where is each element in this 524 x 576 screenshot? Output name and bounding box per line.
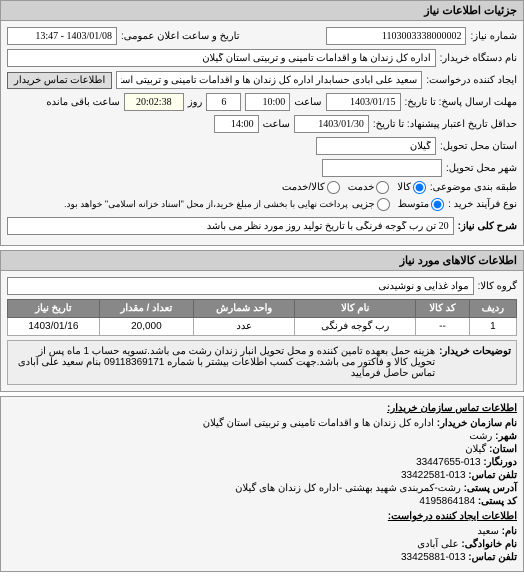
col-1: کد کالا [416,300,470,318]
group-label: گروه کالا: [478,281,517,292]
col-2: نام کالا [295,300,416,318]
city-label: شهر محل تحویل: [446,163,517,174]
contact-title: اطلاعات تماس سازمان خریدار: [7,403,517,414]
contact-postal: 4195864184 [419,496,475,507]
packaging-option-0[interactable]: کالا [397,181,426,194]
contact-city-label: شهر: [495,431,517,442]
contact-tel: 013-33422581 [401,470,466,481]
contact-name: سعید [477,526,498,537]
notes-box: توضیحات خریدار: هزینه حمل بعهده تامین کن… [7,340,517,385]
col-5: تاریخ نیاز [8,300,100,318]
payment-radio-0[interactable] [431,198,444,211]
contact-fax: 013-33447655 [416,457,481,468]
province-label: استان محل تحویل: [440,141,517,152]
contact-tel-label: تلفن تماس: [468,470,517,481]
delivery-deadline-label: حداقل تاریخ اعتبار پیشنهاد: تا تاریخ: [373,119,517,130]
items-header: اطلاعات کالاهای مورد نیاز [0,250,524,271]
packaging-option-2[interactable]: کالا/خدمت [282,181,340,194]
packaging-radios: کالا خدمت کالا/خدمت [282,181,426,194]
details-header: جزئیات اطلاعات نیاز [0,0,524,21]
province-value [316,137,436,155]
description-value [7,217,454,235]
deadline-label: مهلت ارسال پاسخ: تا تاریخ: [405,97,517,108]
deadline-remain [124,93,184,111]
contact-city: رشت [469,431,492,442]
packaging-radio-1[interactable] [376,181,389,194]
contact-lname-label: نام خانوادگی: [461,539,517,550]
group-value [7,277,474,295]
items-body: گروه کالا: ردیف کد کالا نام کالا واحد شم… [0,271,524,392]
payment-option-0[interactable]: متوسط [398,198,444,211]
requester-label: ایجاد کننده درخواست: [426,75,517,86]
cell-0-0: 1 [469,318,516,336]
col-0: ردیف [469,300,516,318]
details-body: شماره نیاز: تاریخ و ساعت اعلان عمومی: نا… [0,21,524,246]
payment-radio-1[interactable] [377,198,390,211]
cell-0-2: رب گوجه فرنگی [295,318,416,336]
contact-org: اداره کل زندان ها و اقدامات تامینی و ترب… [203,418,434,429]
payment-option-1-label: جزیی [352,199,375,210]
col-4: تعداد / مقدار [99,300,193,318]
buyer-contact-button[interactable]: اطلاعات تماس خریدار [7,72,112,89]
cell-0-4: 20,000 [99,318,193,336]
contact-address-label: آدرس پستی: [464,483,517,494]
cell-0-1: -- [416,318,470,336]
city-value [322,159,442,177]
deadline-days [206,93,241,111]
notes-text: هزینه حمل بعهده تامین کننده و محل تحویل … [13,346,435,379]
contact-section: اطلاعات تماس سازمان خریدار: نام سازمان خ… [0,396,524,572]
contact-fax-label: دورنگار: [483,457,517,468]
deadline-date [326,93,401,111]
contact-lname: علی آبادی [417,539,458,550]
buyer-org-label: نام دستگاه خریدار: [440,53,517,64]
items-table: ردیف کد کالا نام کالا واحد شمارش تعداد /… [7,299,517,336]
contact-province: گیلان [465,444,486,455]
deadline-remain-label: ساعت باقی مانده [46,97,119,108]
cell-0-3: عدد [194,318,295,336]
creator-title: اطلاعات ایجاد کننده درخواست: [7,511,517,522]
requester-value [116,71,422,89]
contact-name-label: نام: [502,526,517,537]
payment-label: نوع فرآیند خرید : [448,199,517,210]
payment-option-1[interactable]: جزیی [352,198,390,211]
payment-radios: متوسط جزیی [352,198,444,211]
description-label: شرح کلی نیاز: [458,221,517,232]
delivery-deadline-date [294,115,369,133]
cell-0-5: 1403/01/16 [8,318,100,336]
deadline-days-label: روز [188,97,203,108]
table-header-row: ردیف کد کالا نام کالا واحد شمارش تعداد /… [8,300,517,318]
payment-note: پرداخت نهایی با بخشی از مبلغ خرید،از محل… [64,199,348,210]
table-row: 1 -- رب گوجه فرنگی عدد 20,000 1403/01/16 [8,318,517,336]
delivery-deadline-time [214,115,259,133]
need-number-label: شماره نیاز: [470,31,517,42]
contact-address: رشت-کمربندی شهید بهشتی -اداره کل زندان ه… [235,483,461,494]
delivery-deadline-time-label: ساعت [263,119,290,130]
packaging-radio-2[interactable] [327,181,340,194]
contact-ctel: 013-33425881 [401,552,466,563]
announce-value [7,27,117,45]
col-3: واحد شمارش [194,300,295,318]
contact-postal-label: کد پستی: [478,496,517,507]
buyer-org-value [7,49,436,67]
need-number-value [326,27,466,45]
deadline-time-label: ساعت [294,97,321,108]
packaging-radio-0[interactable] [413,181,426,194]
packaging-option-0-label: کالا [397,182,411,193]
announce-label: تاریخ و ساعت اعلان عمومی: [121,31,240,42]
packaging-option-1-label: خدمت [348,182,375,193]
contact-province-label: استان: [489,444,517,455]
payment-option-0-label: متوسط [398,199,429,210]
contact-ctel-label: تلفن تماس: [468,552,517,563]
notes-label: توضیحات خریدار: [439,346,511,379]
packaging-option-2-label: کالا/خدمت [282,182,325,193]
deadline-time [245,93,290,111]
contact-org-label: نام سازمان خریدار: [437,418,517,429]
packaging-label: طبقه بندی موضوعی: [430,182,517,193]
packaging-option-1[interactable]: خدمت [348,181,390,194]
